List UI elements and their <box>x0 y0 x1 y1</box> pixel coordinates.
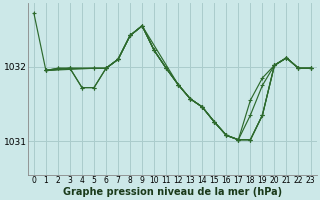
X-axis label: Graphe pression niveau de la mer (hPa): Graphe pression niveau de la mer (hPa) <box>63 187 282 197</box>
